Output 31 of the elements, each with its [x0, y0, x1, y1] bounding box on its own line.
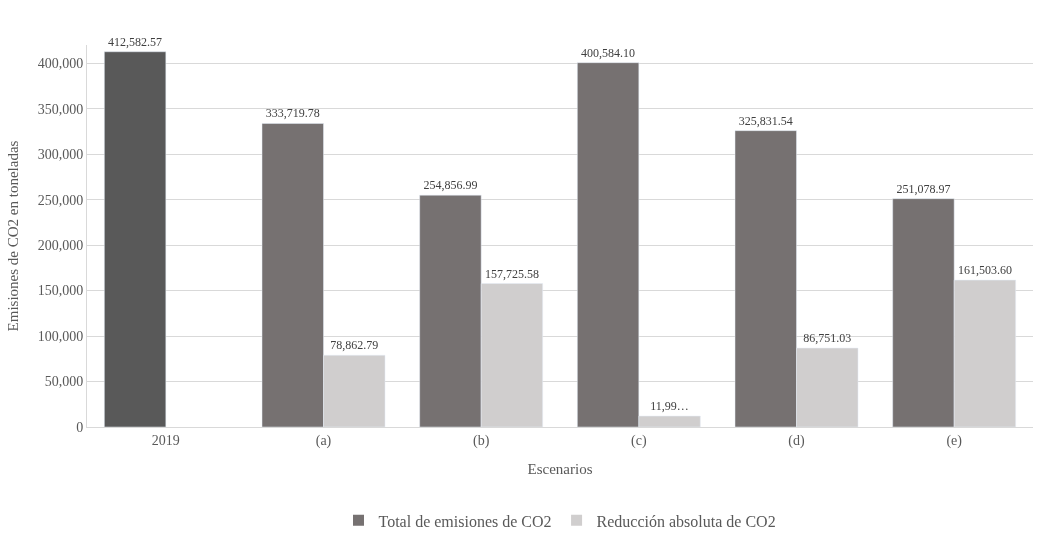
y-tick-label: 200,000	[37, 238, 84, 253]
x-axis-title: Escenarios	[527, 460, 593, 477]
legend-label: Reducción absoluta de CO2	[596, 512, 776, 530]
y-axis-title: Emisiones de CO2 en toneladas	[4, 140, 21, 332]
data-label: 251,078.97	[896, 181, 951, 196]
data-label: 412,582.57	[108, 34, 163, 49]
data-label: 161,503.60	[957, 263, 1012, 278]
bar	[104, 51, 167, 427]
x-tick-label: (e)	[946, 432, 963, 449]
x-tick-label: 2019	[151, 432, 180, 448]
x-tick-label: (b)	[473, 432, 490, 449]
data-label: 78,862.79	[330, 338, 379, 353]
y-tick-label: 150,000	[37, 283, 84, 299]
y-tick-label: 100,000	[37, 328, 84, 344]
y-tick-label: 300,000	[37, 147, 84, 163]
y-tick-label: 50,000	[44, 374, 84, 390]
y-tick-label: 400,000	[37, 56, 84, 72]
legend-label: Total de emisiones de CO2	[378, 512, 552, 530]
x-tick-label: (d)	[788, 432, 805, 449]
data-label: 157,725.58	[484, 266, 539, 281]
x-tick-label: (c)	[631, 432, 647, 449]
y-tick-label: 350,000	[37, 101, 84, 117]
data-label: 86,751.03	[803, 331, 852, 346]
data-label: 254,856.99	[423, 178, 478, 193]
y-tick-label: 0	[76, 419, 84, 435]
data-label: 333,719.78	[265, 106, 320, 121]
y-tick-label: 250,000	[37, 192, 84, 208]
data-label: 325,831.54	[738, 113, 793, 128]
data-label: 400,584.10	[581, 45, 636, 60]
data-label: 11,99…	[650, 399, 689, 414]
x-tick-label: (a)	[315, 432, 332, 449]
